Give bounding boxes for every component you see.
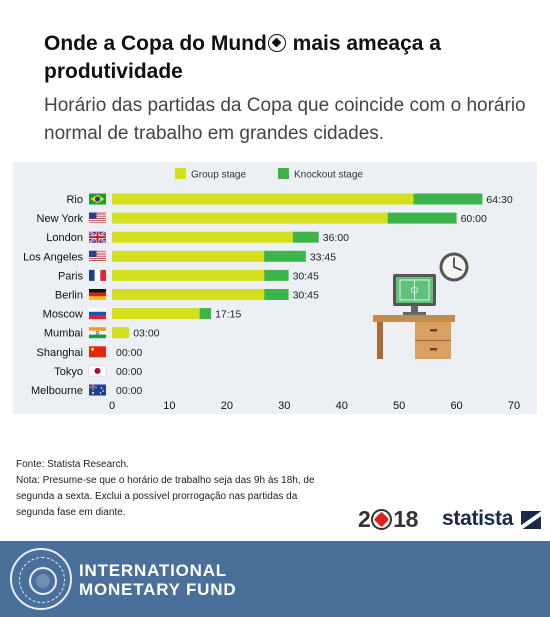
world-cup-2018-logo: 2 18 (358, 506, 418, 533)
category-label: Shanghai (37, 347, 84, 359)
russia-flag-icon (89, 308, 106, 320)
x-tick-label: 0 (109, 400, 115, 412)
chart-subtitle: Horário das partidas da Copa que coincid… (44, 95, 526, 144)
uk-flag-icon (88, 230, 107, 244)
bar-group-stage (112, 250, 265, 262)
logo-2018-digits: 18 (393, 506, 418, 532)
bar-knockout-stage (264, 269, 289, 281)
india-flag-icon (89, 327, 106, 339)
bar-knockout-stage (264, 289, 289, 300)
methodology-note: Nota: Presume-se que o horário de trabal… (16, 475, 315, 518)
imf-banner: INTERNATIONAL MONETARY FUND (0, 541, 550, 617)
bar-group-stage (112, 327, 130, 339)
bar-knockout-stage (264, 250, 306, 262)
bar-knockout-stage (387, 212, 457, 224)
value-label: 30:45 (293, 270, 319, 282)
category-label: Moscow (43, 309, 83, 321)
category-label: London (46, 232, 83, 244)
chart-title: Onde a Copa do Mund mais ameaça a produt… (44, 30, 504, 86)
value-label: 64:30 (486, 194, 512, 206)
legend-swatch-knockout (278, 168, 289, 179)
category-label: Mumbai (44, 328, 83, 340)
x-tick-label: 70 (508, 400, 520, 412)
japan-flag-icon (88, 365, 107, 377)
x-tick-label: 60 (450, 400, 462, 412)
x-tick-label: 10 (163, 400, 175, 412)
bar-knockout-stage (413, 193, 483, 205)
category-label: Berlin (55, 290, 83, 302)
x-tick-label: 20 (221, 400, 233, 412)
category-label: Rio (66, 194, 83, 206)
x-tick-label: 50 (393, 400, 405, 412)
imf-name-line1: INTERNATIONAL (79, 561, 227, 580)
statista-mark-icon (521, 511, 541, 529)
value-label: 03:00 (133, 328, 159, 340)
usa-flag-icon (89, 212, 106, 224)
value-label: 00:00 (116, 347, 142, 359)
value-label: 00:00 (116, 385, 142, 397)
australia-flag-icon (89, 384, 106, 396)
bar-chart: Group stage Knockout stage Rio 64:30 New Yor… (23, 168, 520, 412)
title-part2: mais ameaça a produtividade (44, 32, 441, 83)
value-label: 60:00 (461, 213, 487, 225)
value-label: 36:00 (323, 232, 349, 244)
bar-group-stage (112, 269, 265, 281)
bar-group-stage (112, 212, 388, 224)
category-label: Los Angeles (23, 251, 83, 263)
legend-swatch-group (175, 168, 186, 179)
value-label: 00:00 (116, 366, 142, 378)
chart-panel: Group stage Knockout stage Rio 64:30 New Yor… (13, 162, 537, 414)
value-label: 17:15 (215, 309, 241, 321)
x-tick-label: 40 (336, 400, 348, 412)
imf-seal-icon (10, 548, 72, 610)
usa-flag-icon (89, 250, 106, 262)
imf-name-line2: MONETARY FUND (79, 580, 237, 599)
france-flag-icon (89, 269, 106, 281)
soccer-ball-icon (267, 34, 286, 52)
category-label: Tokyo (54, 366, 83, 378)
bar-group-stage (112, 308, 200, 320)
china-flag-icon (89, 346, 106, 358)
value-label: 33:45 (310, 251, 336, 263)
logo-ball-icon (371, 509, 393, 530)
bar-group-stage (112, 289, 265, 300)
category-label: New York (37, 213, 84, 225)
bar-knockout-stage (292, 231, 319, 243)
footnote: Fonte: Statista Research. Nota: Presume-… (16, 457, 336, 521)
category-label: Paris (58, 270, 84, 282)
clock-icon (439, 252, 469, 282)
value-label: 30:45 (293, 290, 319, 302)
category-label: Melbourne (31, 385, 83, 397)
title-part1: Onde a Copa do Mund (44, 32, 267, 55)
bar-group-stage (112, 231, 293, 243)
desk-with-monitor-icon (373, 274, 455, 359)
statista-logo: statista (442, 507, 514, 530)
bar-group-stage (112, 193, 414, 205)
legend-label: Knockout stage (294, 170, 363, 181)
x-tick-label: 30 (278, 400, 290, 412)
brazil-flag-icon (89, 193, 106, 205)
legend-label: Group stage (191, 170, 246, 181)
logo-2018-digit: 2 (358, 506, 371, 532)
imf-name: INTERNATIONAL MONETARY FUND (79, 561, 236, 599)
bar-knockout-stage (199, 308, 212, 320)
source-note: Fonte: Statista Research. (16, 459, 129, 470)
germany-flag-icon (89, 289, 106, 300)
